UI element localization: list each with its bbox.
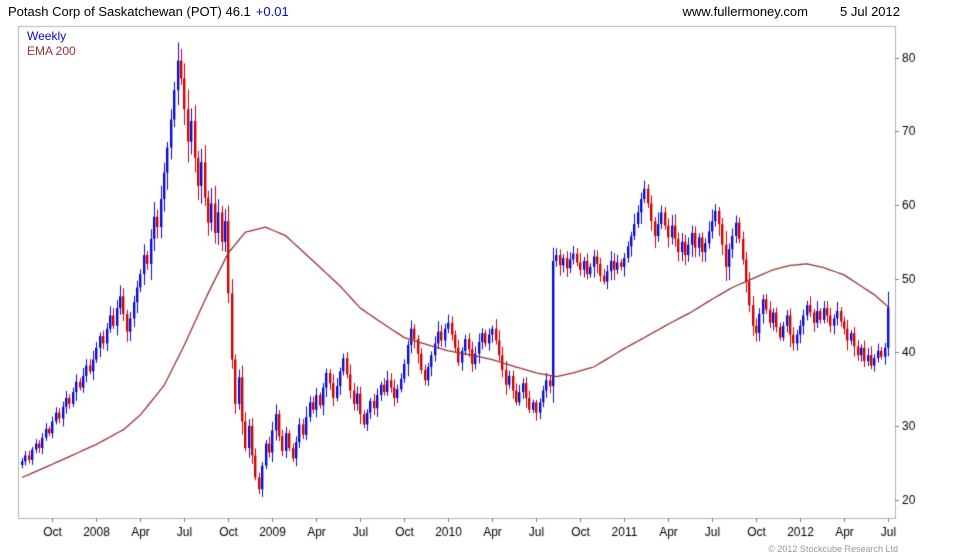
copyright-label: © 2012 Stockcube Research Ltd (768, 544, 898, 554)
page-title: Potash Corp of Saskatchewan (POT) 46.1 +0… (8, 4, 289, 19)
price-change: +0.01 (255, 4, 289, 19)
chart-legend: Weekly EMA 200 (27, 29, 76, 59)
site-label: www.fullermoney.com (682, 4, 808, 19)
date-label: 5 Jul 2012 (840, 4, 900, 19)
legend-ema200: EMA 200 (27, 44, 76, 58)
instrument-title: Potash Corp of Saskatchewan (POT) 46.1 (8, 4, 251, 19)
header-right: www.fullermoney.com 5 Jul 2012 (683, 4, 900, 19)
legend-weekly: Weekly (27, 29, 67, 43)
